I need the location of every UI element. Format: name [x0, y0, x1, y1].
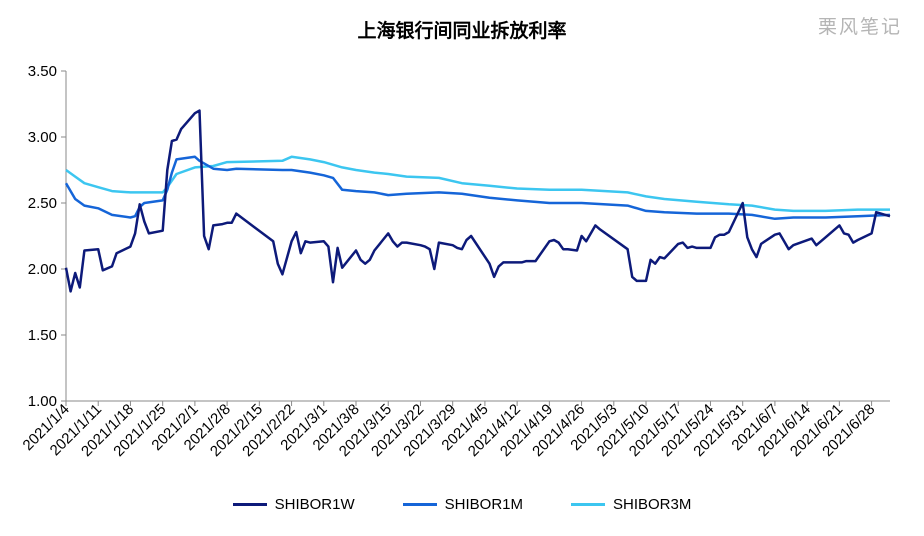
y-tick-label: 1.00: [28, 393, 57, 410]
series-line-shibor3m: [65, 155, 890, 213]
legend-item-shibor1w: SHIBOR1W: [232, 496, 355, 513]
y-tick-label: 2.00: [28, 261, 57, 278]
series-line-shibor1m: [64, 155, 891, 221]
legend-label-shibor3m: SHIBOR3M: [613, 496, 692, 513]
legend-swatch-shibor1m: [402, 503, 437, 506]
y-tick-label: 3.00: [28, 129, 57, 146]
chart-axes: 1.001.502.002.503.003.502021/1/42021/1/1…: [20, 63, 890, 460]
chart-title: 上海银行间同业拆放利率: [357, 20, 567, 42]
legend-swatch-shibor3m: [571, 503, 605, 506]
chart-series: [64, 109, 891, 293]
legend-item-shibor3m: SHIBOR3M: [571, 496, 691, 513]
legend-label-shibor1m: SHIBOR1M: [444, 496, 523, 513]
y-tick-label: 3.50: [28, 63, 57, 80]
legend-swatch-shibor1w: [232, 503, 267, 506]
y-tick-label: 1.50: [28, 327, 57, 344]
y-tick-label: 2.50: [28, 195, 57, 212]
legend: SHIBOR1W SHIBOR1M SHIBOR3M: [0, 496, 924, 513]
watermark-logo: 栗风笔记: [817, 16, 902, 38]
legend-item-shibor1m: SHIBOR1M: [402, 496, 523, 513]
legend-label-shibor1w: SHIBOR1W: [274, 496, 355, 513]
line-chart: 1.001.502.002.503.003.502021/1/42021/1/1…: [20, 63, 891, 460]
series-line-shibor1w: [64, 109, 891, 293]
